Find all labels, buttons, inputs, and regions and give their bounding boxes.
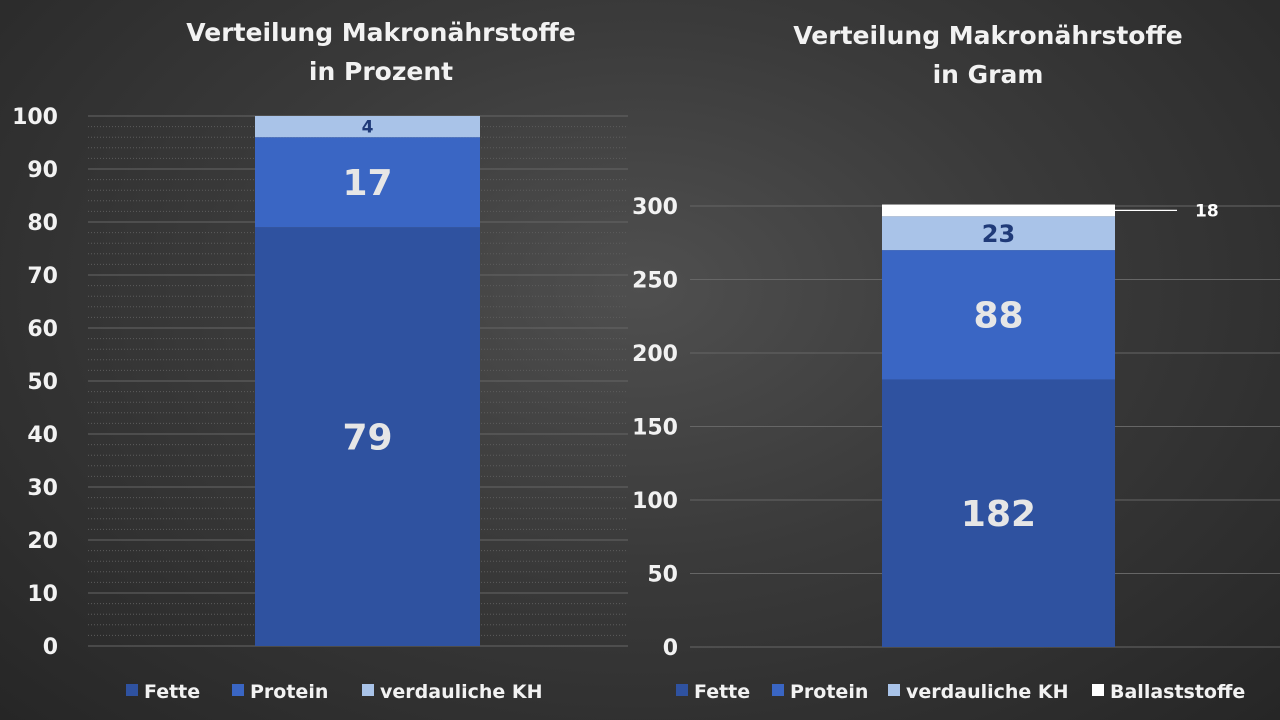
legend-item-fette: Fette: [676, 681, 750, 703]
bar-segment-fette: [882, 379, 1115, 647]
bar-segment-protein: [255, 137, 480, 228]
y-tick-label: 0: [43, 635, 58, 660]
y-tick-label: 100: [632, 489, 678, 514]
data-label-fette: 79: [342, 418, 392, 459]
data-label-ballaststoffe: 18: [1195, 201, 1219, 221]
y-tick-label: 60: [27, 317, 58, 342]
y-tick-label: 0: [663, 636, 678, 661]
y-tick-label: 80: [27, 211, 58, 236]
legend-item-protein: Protein: [232, 681, 328, 703]
chart-gram-bars: [882, 204, 1115, 647]
legend-item-verdauliche-kh: verdauliche KH: [362, 681, 543, 703]
legend-item-verdauliche-kh: verdauliche KH: [888, 681, 1069, 703]
data-label-protein: 88: [973, 296, 1023, 337]
y-tick-label: 250: [632, 269, 678, 294]
chart-percent-data-labels: 79 17 4: [342, 118, 392, 459]
chart-percent: Verteilung Makronährstoffe in Prozent 0 1…: [12, 18, 628, 703]
y-tick-label: 30: [27, 476, 58, 501]
chart-gram-subtitle: in Gram: [933, 60, 1044, 89]
chart-gram-y-axis: 0 50 100 150 200 250 300: [632, 195, 678, 661]
bar-segment-fette: [255, 227, 480, 647]
chart-gram-title: Verteilung Makronährstoffe: [793, 21, 1182, 50]
legend-label: Fette: [694, 681, 750, 703]
chart-percent-legend: Fette Protein verdauliche KH: [126, 681, 543, 703]
legend-swatch: [126, 684, 138, 696]
y-tick-label: 50: [27, 370, 58, 395]
data-label-fette: 182: [961, 494, 1036, 535]
bar-segment-ballaststoffe: [882, 204, 1115, 217]
y-tick-label: 50: [647, 563, 678, 588]
chart-gram-legend: Fette Protein verdauliche KH Ballaststoffe: [676, 681, 1245, 703]
chart-gram-data-labels: 182 88 23 18: [961, 201, 1219, 535]
legend-swatch: [362, 684, 374, 696]
legend-label: Fette: [144, 681, 200, 703]
legend-swatch: [676, 684, 688, 696]
legend-label: Protein: [250, 681, 328, 703]
chart-percent-y-axis: 0 10 20 30 40 50 60 70 80 90 100: [12, 105, 58, 660]
y-tick-label: 20: [27, 529, 58, 554]
chart-gram: Verteilung Makronährstoffe in Gram 0 50 10…: [632, 21, 1280, 703]
legend-label: verdauliche KH: [380, 681, 543, 703]
bar-segment-verdauliche-kh: [255, 116, 480, 138]
y-tick-label: 150: [632, 416, 678, 441]
legend-swatch: [232, 684, 244, 696]
data-label-verdauliche-kh: 4: [362, 118, 374, 138]
y-tick-label: 300: [632, 195, 678, 220]
bar-segment-protein: [882, 250, 1115, 380]
legend-label: Protein: [790, 681, 868, 703]
legend-label: verdauliche KH: [906, 681, 1069, 703]
legend-swatch: [1092, 684, 1104, 696]
y-tick-label: 100: [12, 105, 58, 130]
legend-swatch: [888, 684, 900, 696]
legend-label: Ballaststoffe: [1110, 681, 1245, 703]
data-label-protein: 17: [342, 163, 392, 204]
data-label-verdauliche-kh: 23: [982, 220, 1015, 248]
chart-percent-bars: [255, 116, 480, 647]
legend-item-protein: Protein: [772, 681, 868, 703]
legend-item-fette: Fette: [126, 681, 200, 703]
y-tick-label: 200: [632, 342, 678, 367]
chart-percent-subtitle: in Prozent: [309, 57, 453, 86]
y-tick-label: 40: [27, 423, 58, 448]
bar-segment-verdauliche-kh: [882, 216, 1115, 251]
legend-swatch: [772, 684, 784, 696]
y-tick-label: 10: [27, 582, 58, 607]
chart-percent-title: Verteilung Makronährstoffe: [186, 18, 575, 47]
legend-item-ballaststoffe: Ballaststoffe: [1092, 681, 1245, 703]
y-tick-label: 90: [27, 158, 58, 183]
y-tick-label: 70: [27, 264, 58, 289]
